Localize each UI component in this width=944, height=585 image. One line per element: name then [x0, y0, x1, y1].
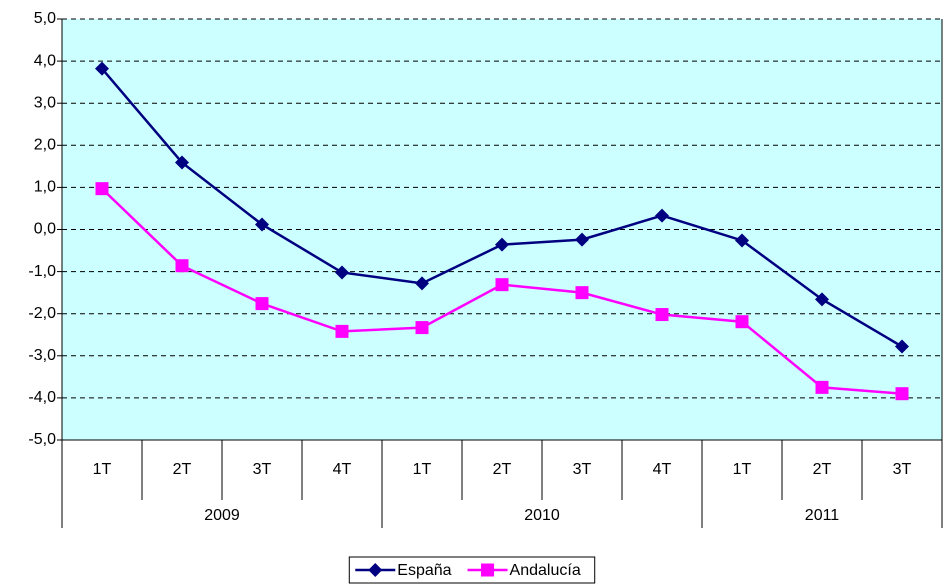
marker	[255, 297, 269, 311]
y-tick-label: 0,0	[34, 221, 56, 238]
group-label: 2011	[805, 507, 840, 524]
x-tick-label: 1T	[413, 461, 432, 478]
x-tick-label: 3T	[573, 461, 592, 478]
legend-marker	[368, 563, 383, 577]
group-label: 2009	[204, 507, 240, 524]
marker	[95, 61, 109, 76]
x-tick-label: 4T	[653, 461, 672, 478]
marker	[335, 324, 349, 338]
y-tick-label: -2,0	[28, 305, 56, 322]
x-tick-label: 1T	[733, 461, 752, 478]
legend-label: Andalucía	[510, 562, 581, 579]
y-tick-label: 2,0	[34, 137, 56, 154]
marker	[895, 339, 909, 354]
y-tick-label: -1,0	[28, 263, 56, 280]
y-tick-label: 3,0	[34, 94, 56, 111]
marker	[415, 321, 429, 335]
x-tick-label: 4T	[333, 461, 352, 478]
group-label: 2010	[524, 507, 560, 524]
x-tick-label: 3T	[253, 461, 272, 478]
y-tick-label: 5,0	[34, 10, 56, 27]
marker	[815, 292, 829, 307]
marker	[95, 182, 109, 196]
legend-marker	[481, 563, 495, 577]
legend-label: España	[397, 562, 451, 579]
y-tick-label: -4,0	[28, 389, 56, 406]
marker	[655, 308, 669, 322]
y-tick-label: -3,0	[28, 347, 56, 364]
x-tick-label: 1T	[93, 461, 112, 478]
y-tick-label: 1,0	[34, 179, 56, 196]
x-tick-label: 2T	[173, 461, 192, 478]
marker	[495, 237, 509, 252]
y-tick-label: -5,0	[28, 431, 56, 448]
marker	[815, 380, 829, 394]
marker	[735, 315, 749, 329]
marker	[575, 232, 589, 247]
marker	[335, 265, 349, 280]
marker	[415, 276, 429, 291]
marker	[255, 217, 269, 232]
x-tick-label: 2T	[813, 461, 832, 478]
marker	[175, 155, 189, 170]
x-tick-label: 3T	[893, 461, 912, 478]
marker	[895, 387, 909, 401]
marker	[495, 278, 509, 292]
marker	[575, 286, 589, 300]
x-tick-label: 2T	[493, 461, 512, 478]
marker	[175, 259, 189, 273]
marker	[735, 233, 749, 248]
y-tick-label: 4,0	[34, 52, 56, 69]
marker	[655, 208, 669, 223]
